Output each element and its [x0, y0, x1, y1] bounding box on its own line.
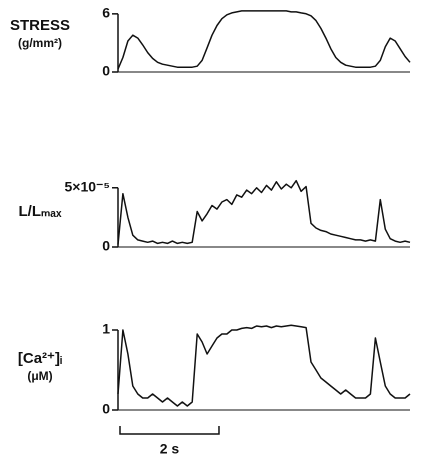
trace — [117, 324, 411, 407]
scale-bar-label: 2 s — [160, 441, 180, 457]
y-tick-label: 5×10⁻⁵ — [65, 178, 111, 194]
y-label: L/Lₘₐₓ — [19, 203, 63, 220]
y-tick-label: 1 — [102, 321, 110, 337]
y-tick-label: 0 — [102, 63, 110, 79]
y-unit: (g/mm²) — [18, 36, 62, 50]
trace — [117, 10, 411, 70]
y-label: [Ca²⁺]ᵢ — [18, 350, 62, 367]
y-unit: (μM) — [27, 369, 52, 383]
y-tick-label: 0 — [102, 238, 110, 254]
trace — [117, 179, 411, 245]
y-tick-label: 0 — [102, 401, 110, 417]
scale-bar — [119, 426, 220, 435]
y-label: STRESS — [10, 17, 70, 34]
y-tick-label: 6 — [102, 5, 110, 21]
